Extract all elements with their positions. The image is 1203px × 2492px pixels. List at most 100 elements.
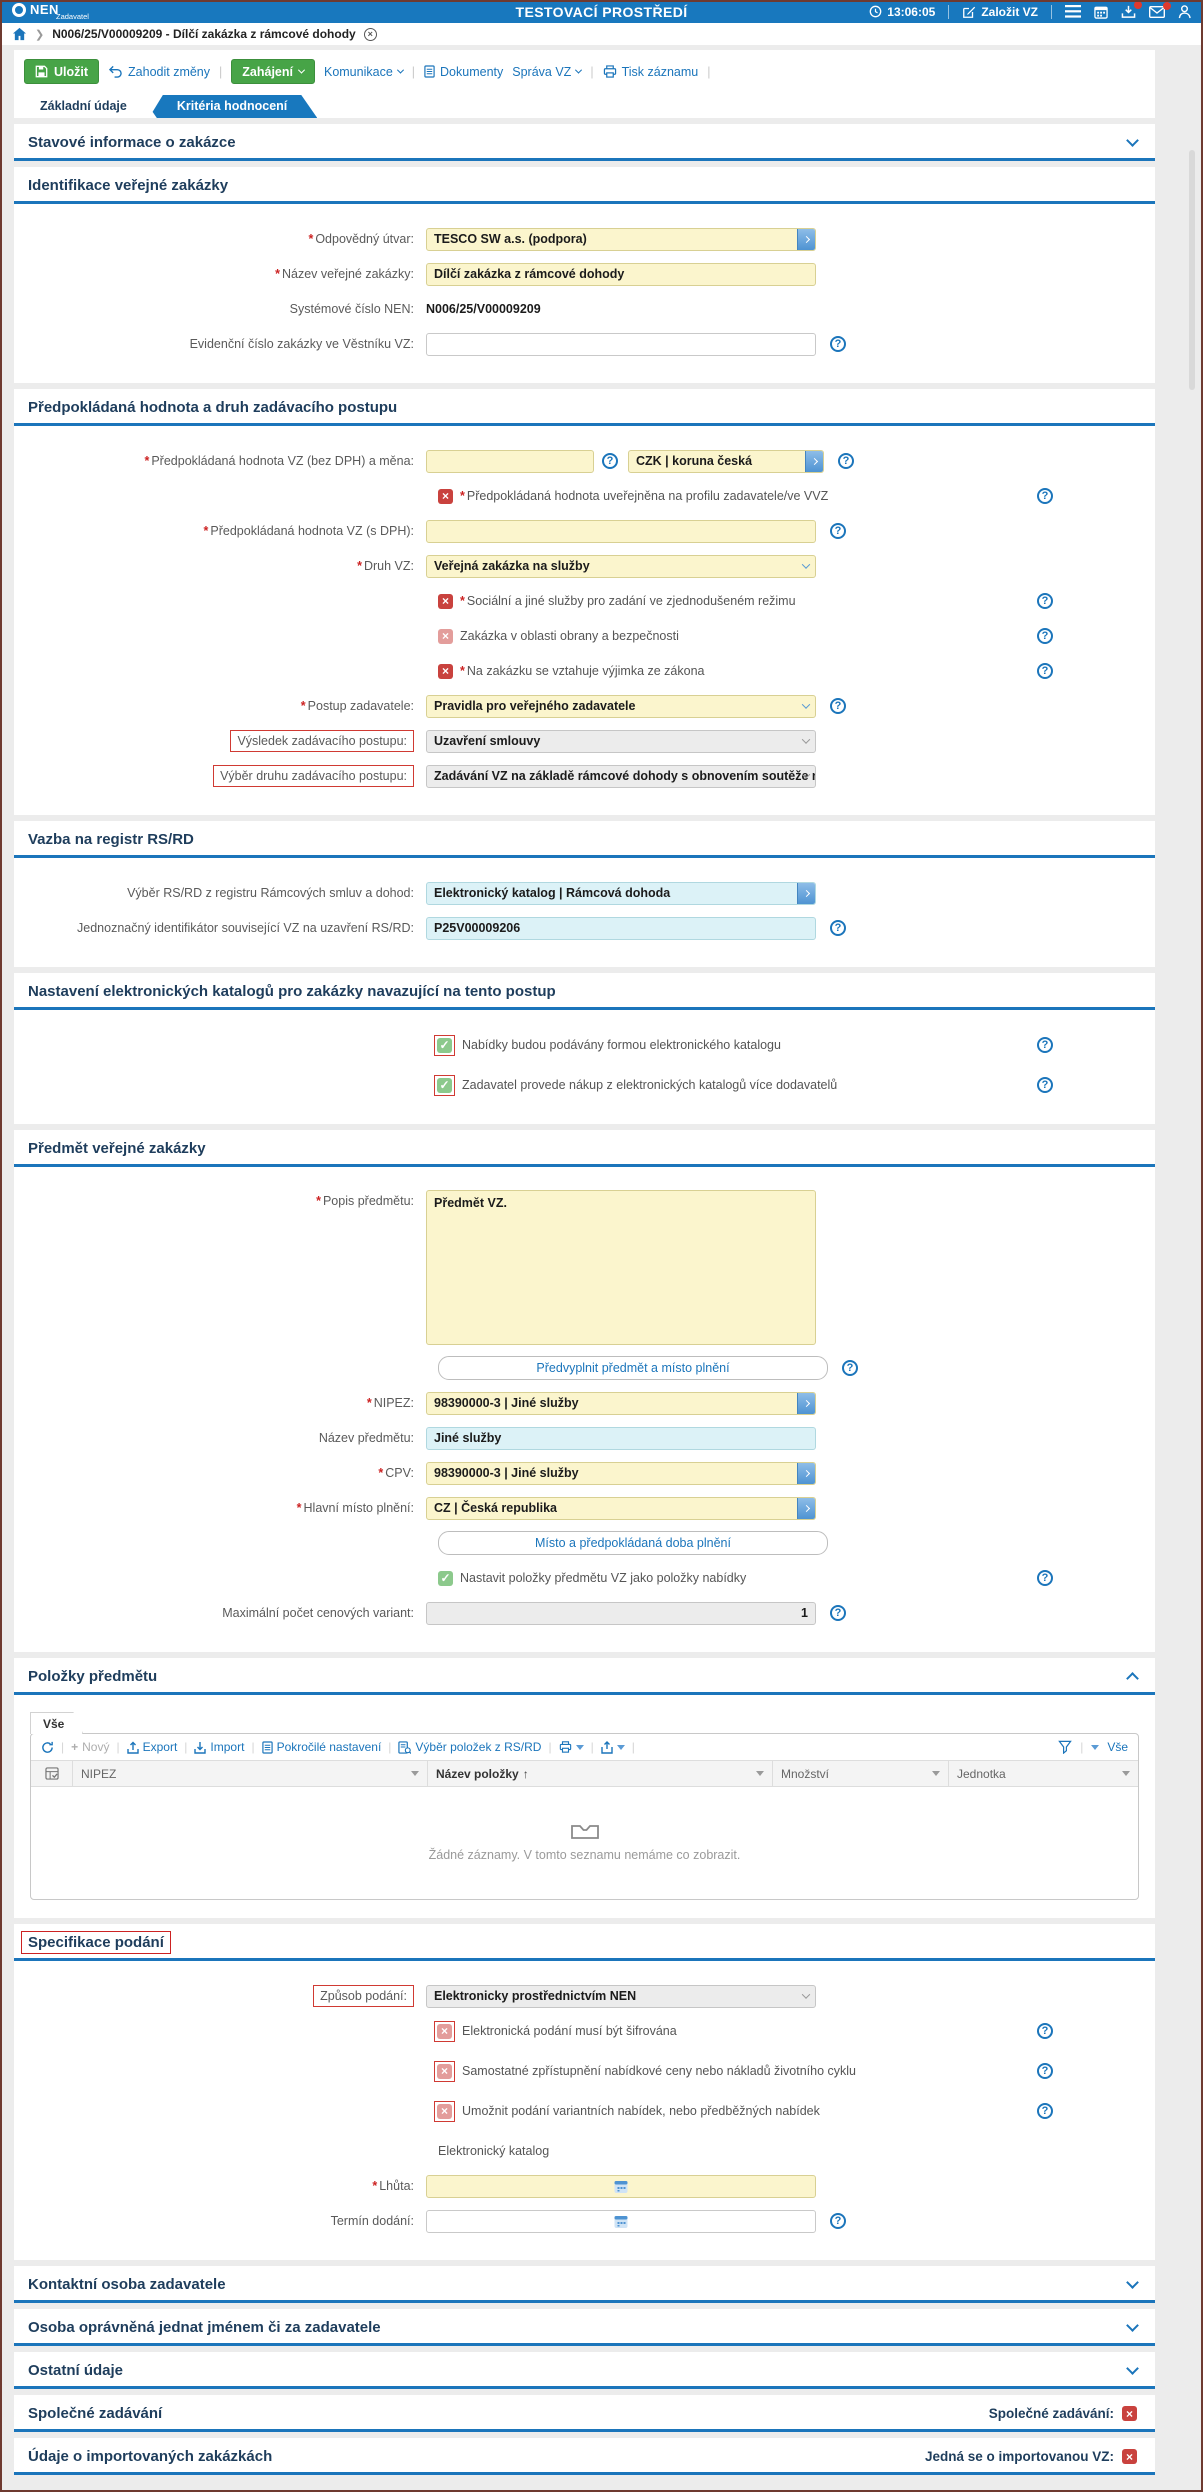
manage-vz-menu[interactable]: Správa VZ	[512, 65, 583, 79]
chevron-down-icon[interactable]	[1126, 2362, 1139, 2375]
column-select-icon[interactable]	[31, 1761, 73, 1786]
column-unit[interactable]: Jednotka	[949, 1761, 1138, 1786]
help-icon[interactable]	[1037, 628, 1053, 644]
checkbox-cross-icon[interactable]	[1122, 2406, 1137, 2421]
prefill-subject-button[interactable]: Předvyplnit předmět a místo plnění	[438, 1356, 828, 1380]
help-icon[interactable]	[1037, 2103, 1053, 2119]
lookup-nav-button[interactable]	[805, 450, 823, 472]
calendar-icon[interactable]	[614, 2179, 629, 2194]
nipez-field[interactable]: 98390000-3 | Jiné služby	[426, 1391, 816, 1415]
lookup-nav-button[interactable]	[797, 882, 815, 904]
chevron-down-icon[interactable]	[1126, 2276, 1139, 2289]
help-icon[interactable]	[1037, 663, 1053, 679]
help-icon[interactable]	[842, 1360, 858, 1376]
subject-description-textarea[interactable]: Předmět VZ.	[426, 1190, 816, 1345]
print-list-button[interactable]	[559, 1741, 584, 1753]
scrollbar-thumb[interactable]	[1189, 150, 1195, 390]
help-icon[interactable]	[830, 523, 846, 539]
lookup-nav-button[interactable]	[797, 1392, 815, 1414]
print-record-button[interactable]: Tisk záznamu	[603, 65, 698, 79]
column-filter-icon[interactable]	[1122, 1771, 1130, 1776]
menu-button[interactable]	[1065, 5, 1081, 18]
column-nipez[interactable]: NIPEZ	[73, 1761, 428, 1786]
funnel-icon[interactable]	[1058, 1740, 1073, 1754]
responsible-unit-field[interactable]: TESCO SW a.s. (podpora)	[426, 227, 816, 251]
column-filter-icon[interactable]	[756, 1771, 764, 1776]
calendar-button[interactable]	[1094, 5, 1108, 19]
checkbox-cross-icon[interactable]	[438, 488, 453, 504]
close-icon[interactable]	[363, 27, 377, 41]
checkbox-cross-icon[interactable]	[1122, 2449, 1137, 2464]
tab-basic-data[interactable]: Základní údaje	[24, 95, 157, 118]
lookup-nav-button[interactable]	[797, 1497, 815, 1519]
estimated-value-input[interactable]	[426, 449, 594, 473]
column-filter-icon[interactable]	[411, 1771, 419, 1776]
evidence-number-input[interactable]	[426, 332, 816, 356]
column-quantity[interactable]: Množství	[773, 1761, 949, 1786]
checkbox-cross-icon[interactable]	[438, 593, 453, 609]
help-icon[interactable]	[1037, 1570, 1053, 1586]
breadcrumb-item[interactable]: N006/25/V00009209 - Dílčí zakázka z rámc…	[52, 27, 356, 41]
checkbox-check-icon[interactable]	[438, 1570, 453, 1586]
import-button[interactable]: Import	[194, 1740, 244, 1754]
share-list-button[interactable]	[601, 1740, 625, 1754]
lookup-nav-button[interactable]	[797, 1462, 815, 1484]
main-place-field[interactable]: CZ | Česká republika	[426, 1496, 816, 1520]
vz-kind-select[interactable]: Veřejná zakázka na služby	[426, 554, 816, 578]
select-items-rsrd-button[interactable]: Výběr položek z RS/RD	[398, 1740, 541, 1754]
filter-dropdown-icon[interactable]	[1091, 1744, 1100, 1750]
place-and-time-button[interactable]: Místo a předpokládaná doba plnění	[438, 1531, 828, 1555]
help-icon[interactable]	[830, 2213, 846, 2229]
tab-evaluation-criteria[interactable]: Kritéria hodnocení	[149, 95, 317, 118]
chevron-up-icon[interactable]	[1126, 1672, 1139, 1685]
profile-button[interactable]	[1178, 4, 1191, 19]
section-status-header[interactable]: Stavové informace o zakázce	[14, 124, 1155, 161]
vat-value-input[interactable]	[426, 519, 816, 543]
help-icon[interactable]	[1037, 488, 1053, 504]
help-icon[interactable]	[830, 698, 846, 714]
procedure-select[interactable]: Pravidla pro veřejného zadavatele	[426, 694, 816, 718]
filter-all-link[interactable]: Vše	[1107, 1740, 1128, 1754]
help-icon[interactable]	[1037, 2023, 1053, 2039]
nen-logo[interactable]: NEN Zadavatel	[12, 0, 89, 23]
help-icon[interactable]	[1037, 1077, 1053, 1093]
messages-button[interactable]	[1149, 1, 1171, 18]
start-button[interactable]: Zahájení	[231, 59, 315, 84]
help-icon[interactable]	[830, 920, 846, 936]
communication-menu[interactable]: Komunikace	[324, 65, 404, 79]
help-icon[interactable]	[1037, 2063, 1053, 2079]
help-icon[interactable]	[1037, 1037, 1053, 1053]
deadline-input[interactable]	[426, 2174, 816, 2198]
discard-changes-button[interactable]: Zahodit změny	[108, 65, 210, 79]
vz-name-field[interactable]: Dílčí zakázka z rámcové dohody	[426, 262, 816, 286]
downloads-button[interactable]	[1121, 0, 1142, 19]
help-icon[interactable]	[830, 1605, 846, 1621]
create-vz-button[interactable]: Založit VZ	[962, 5, 1038, 19]
checkbox-check-icon[interactable]	[437, 1037, 452, 1053]
section-items-header[interactable]: Položky předmětu	[14, 1658, 1155, 1695]
section-authorized-header[interactable]: Osoba oprávněná jednat jménem či za zada…	[14, 2309, 1155, 2346]
save-button[interactable]: Uložit	[24, 59, 100, 84]
scrollbar[interactable]	[1187, 150, 1197, 2482]
help-icon[interactable]	[838, 453, 854, 469]
home-icon[interactable]	[12, 27, 27, 41]
lookup-nav-button[interactable]	[797, 228, 815, 250]
calendar-icon[interactable]	[614, 2214, 629, 2229]
list-tab-all[interactable]: Vše	[30, 1712, 83, 1734]
section-other-header[interactable]: Ostatní údaje	[14, 2352, 1155, 2389]
checkbox-cross-icon[interactable]	[438, 663, 453, 679]
delivery-date-input[interactable]	[426, 2209, 816, 2233]
chevron-down-icon[interactable]	[1126, 134, 1139, 147]
documents-button[interactable]: Dokumenty	[424, 65, 503, 79]
refresh-button[interactable]	[41, 1741, 54, 1754]
export-button[interactable]: Export	[126, 1740, 177, 1754]
help-icon[interactable]	[602, 453, 618, 469]
currency-field[interactable]: CZK | koruna česká	[628, 449, 824, 473]
column-item-name[interactable]: Název položky	[428, 1761, 773, 1786]
checkbox-check-icon[interactable]	[437, 1077, 452, 1093]
advanced-settings-button[interactable]: Pokročilé nastavení	[261, 1740, 381, 1754]
column-filter-icon[interactable]	[932, 1771, 940, 1776]
help-icon[interactable]	[1037, 593, 1053, 609]
cpv-field[interactable]: 98390000-3 | Jiné služby	[426, 1461, 816, 1485]
chevron-down-icon[interactable]	[1126, 2319, 1139, 2332]
